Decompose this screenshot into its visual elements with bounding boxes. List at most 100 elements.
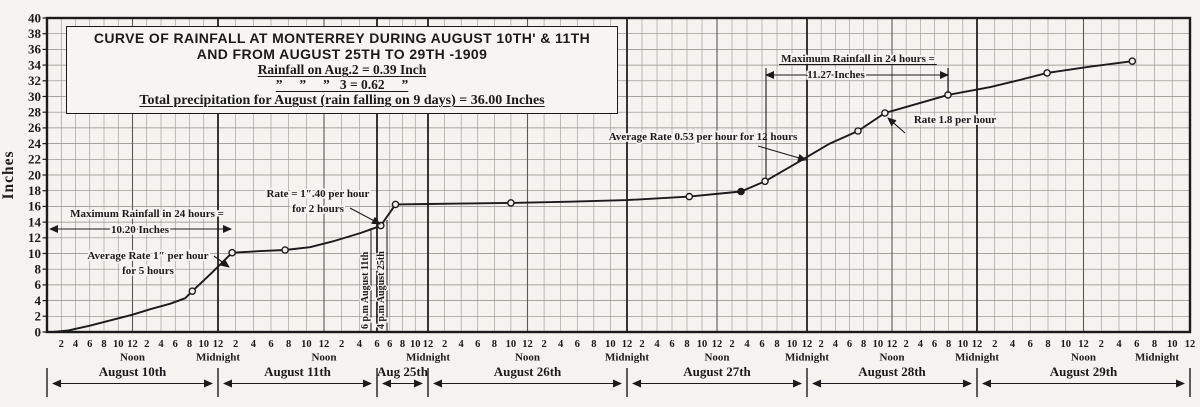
x-tick-label: 8 bbox=[946, 339, 951, 350]
x-tick-label: 12 bbox=[887, 339, 898, 350]
annotation-text: 11.27 Inches bbox=[807, 69, 865, 81]
annotation-text: for 5 hours bbox=[122, 265, 174, 277]
leader-arrow bbox=[349, 207, 381, 225]
x-tick-label: 6 bbox=[847, 339, 852, 350]
curve-point bbox=[854, 127, 862, 135]
x-tick-label: 10 bbox=[410, 339, 421, 350]
curve-point bbox=[228, 248, 236, 257]
x-tick-label: 2 bbox=[144, 339, 149, 350]
x-tick-label: 2 bbox=[639, 339, 644, 350]
curve-point bbox=[281, 246, 289, 254]
x-tick-label: 2 bbox=[59, 339, 64, 350]
y-tick-label: 30 bbox=[28, 89, 41, 104]
x-tick-label: 4 bbox=[158, 339, 164, 350]
x-tick-label: 6 bbox=[759, 339, 764, 350]
x-tick-label: 6 bbox=[1134, 339, 1139, 350]
leader-arrow bbox=[887, 117, 906, 134]
curve-point bbox=[391, 200, 400, 209]
curve-point bbox=[1128, 57, 1137, 66]
x-tick-label: 6 bbox=[932, 339, 937, 350]
y-tick-label: 4 bbox=[35, 293, 42, 308]
x-tick-label: 10 bbox=[506, 339, 517, 350]
grid bbox=[47, 18, 1190, 332]
x-tick-label: 10 bbox=[787, 339, 798, 350]
x-tick-label: 8 bbox=[1152, 339, 1157, 350]
curve-point bbox=[188, 287, 197, 296]
x-tick-label: 6 bbox=[575, 339, 580, 350]
annotation-max-rainfall-24h-aug10: Maximum Rainfall in 24 hours = 10.20 Inch… bbox=[49, 206, 232, 238]
annotation-text: Maximum Rainfall in 24 hours = bbox=[781, 53, 935, 65]
x-tick-label: 4 bbox=[744, 339, 750, 350]
x-tick-label: 10 bbox=[301, 339, 312, 350]
date-label: August 27th bbox=[683, 364, 751, 379]
x-tick-label: 4 bbox=[558, 339, 564, 350]
chart-title-box: CURVE OF RAINFALL AT MONTERREY DURING AU… bbox=[66, 26, 618, 114]
annotation-avg-rate-aug10: Average Rate 1″ per hour for 5 hours bbox=[86, 248, 230, 279]
x-tick-label: 8 bbox=[286, 339, 291, 350]
x-tick-label: 6 bbox=[669, 339, 674, 350]
x-tick-label: 10 bbox=[199, 339, 210, 350]
x-tick-label: 12 bbox=[972, 339, 983, 350]
y-tick-label: 20 bbox=[28, 167, 41, 182]
annotation-text: Rate = 1″.40 per hour bbox=[267, 188, 370, 200]
annotation-text: Average Rate 1″ per hour bbox=[87, 250, 208, 262]
x-tick-label: 8 bbox=[774, 339, 779, 350]
date-label: Aug 25th bbox=[377, 364, 429, 379]
date-label: August 28th bbox=[858, 364, 926, 379]
date-label: August 26th bbox=[494, 364, 562, 379]
x-tick-label: 4 bbox=[833, 339, 839, 350]
x-tick-label: 2 bbox=[233, 339, 238, 350]
x-tick-label: 6 bbox=[475, 339, 480, 350]
x-tick-label: 12 bbox=[1078, 339, 1089, 350]
rainfall-aug2-note: Rainfall on Aug.2 = 0.39 Inch bbox=[257, 62, 427, 77]
curve-point bbox=[881, 109, 889, 117]
y-tick-label: 32 bbox=[28, 73, 41, 88]
chart-title-line2: AND FROM AUGUST 25TH TO 29TH -1909 bbox=[196, 45, 488, 62]
x-tick-label: 12 bbox=[127, 339, 138, 350]
midnight-label: Midnight bbox=[406, 352, 450, 364]
date-label: August 29th bbox=[1050, 364, 1118, 379]
noon-label: Noon bbox=[515, 352, 540, 364]
x-tick-label: 10 bbox=[605, 339, 616, 350]
x-tick-label: 8 bbox=[187, 339, 192, 350]
midnight-label: Midnight bbox=[605, 352, 649, 364]
annotation-text: for 2 hours bbox=[292, 203, 344, 215]
curve-point bbox=[737, 187, 745, 196]
x-tick-label: 12 bbox=[213, 339, 224, 350]
x-tick-label: 4 bbox=[1116, 339, 1122, 350]
y-tick-label: 18 bbox=[28, 183, 42, 198]
y-tick-label: 12 bbox=[28, 230, 41, 245]
x-tick-label: 12 bbox=[1185, 339, 1196, 350]
x-tick-label: 8 bbox=[101, 339, 106, 350]
axes: 0246810121416182022242628303234363840Inc… bbox=[0, 10, 1197, 397]
x-tick-label: 8 bbox=[1045, 339, 1050, 350]
x-tick-label: 2 bbox=[442, 339, 447, 350]
x-tick-label: 8 bbox=[684, 339, 689, 350]
annotation-text: Rate 1.8 per hour bbox=[914, 114, 996, 126]
y-tick-label: 26 bbox=[28, 120, 42, 135]
x-tick-label: 2 bbox=[819, 339, 824, 350]
x-tick-label: 12 bbox=[802, 339, 813, 350]
y-tick-label: 8 bbox=[35, 262, 42, 277]
date-label: August 10th bbox=[99, 364, 167, 379]
x-tick-label: 4 bbox=[654, 339, 660, 350]
y-tick-label: 2 bbox=[35, 309, 42, 324]
annotation-text: Maximum Rainfall in 24 hours = bbox=[70, 208, 224, 220]
y-tick-label: 0 bbox=[35, 324, 42, 339]
date-label: August 11th bbox=[264, 364, 332, 379]
annotation-text: Average Rate 0.53 per hour for 12 hours bbox=[609, 131, 798, 143]
curve-point bbox=[507, 199, 515, 207]
annotation-avg-rate-053: Average Rate 0.53 per hour for 12 hours bbox=[607, 129, 807, 162]
annotations: 6 p.m August 11th 4 p.m August 25th Maximu… bbox=[49, 51, 998, 332]
rainfall-curve-group bbox=[52, 57, 1137, 333]
midnight-label: Midnight bbox=[1135, 352, 1179, 364]
vertical-time-label: 6 p.m August 11th bbox=[360, 251, 371, 329]
y-tick-label: 6 bbox=[35, 277, 42, 292]
x-tick-label: 6 bbox=[173, 339, 178, 350]
curve-point bbox=[1043, 69, 1051, 77]
y-tick-label: 38 bbox=[28, 26, 42, 41]
x-tick-label: 8 bbox=[492, 339, 497, 350]
leader-arrow bbox=[213, 255, 230, 268]
x-tick-label: 10 bbox=[113, 339, 124, 350]
